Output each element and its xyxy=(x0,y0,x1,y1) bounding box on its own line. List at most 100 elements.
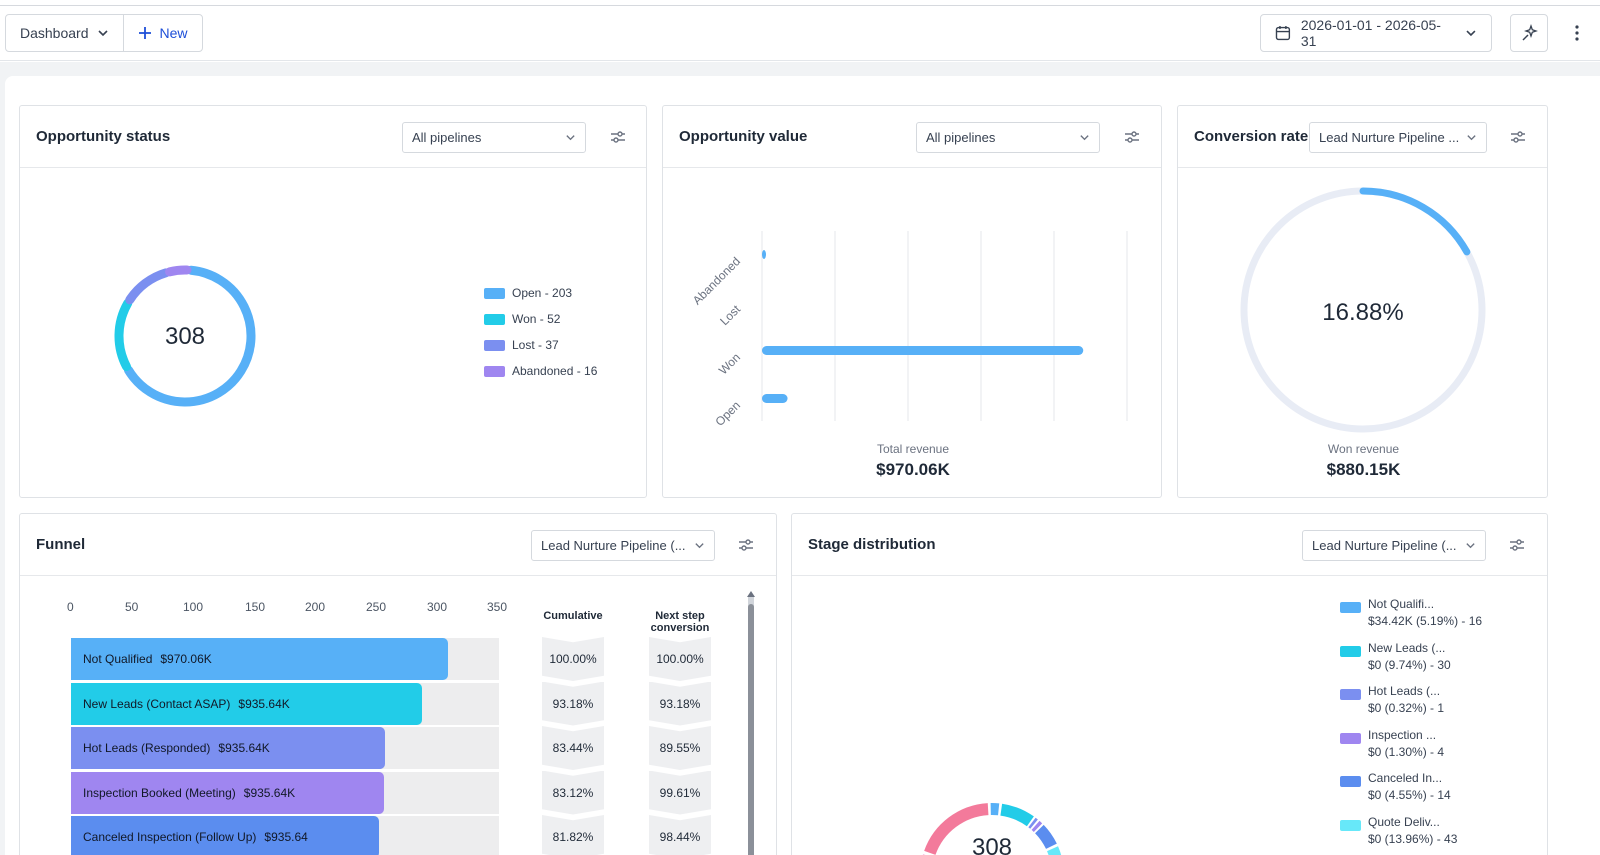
select-value: All pipelines xyxy=(412,130,482,145)
won-revenue-label: Won revenue xyxy=(1327,442,1400,456)
pipeline-select[interactable]: Lead Nurture Pipeline ... xyxy=(1309,122,1487,153)
new-label: New xyxy=(159,25,188,41)
gauge-arc-won xyxy=(1359,187,1471,256)
funnel-stage-value: $935.64K xyxy=(238,696,290,711)
legend-line2: $0 (4.55%) - 14 xyxy=(1368,788,1451,803)
filter-settings-icon[interactable] xyxy=(609,128,627,146)
date-range-picker[interactable]: 2026-01-01 - 2026-05-31 xyxy=(1260,14,1492,52)
donut-segment[interactable] xyxy=(924,803,989,855)
dashboard-dropdown[interactable]: Dashboard xyxy=(6,15,123,51)
legend-text: Inspection ... $0 (1.30%) - 4 xyxy=(1368,727,1444,761)
stage-donut-segments xyxy=(922,803,1062,855)
legend-swatch xyxy=(1340,645,1361,657)
legend-swatch xyxy=(484,313,505,325)
card-title: Funnel xyxy=(36,536,86,553)
conversion-percent: 16.88% xyxy=(1322,299,1403,326)
opportunity-status-card: Opportunity status All pipelines 308 Ope… xyxy=(19,105,647,498)
window-top-border xyxy=(0,5,1600,6)
legend-line1: Canceled In... xyxy=(1368,771,1443,786)
top-toolbar: Dashboard New 2026-01-01 - 2026-05-31 xyxy=(0,6,1600,61)
axis-tick: 150 xyxy=(245,600,266,614)
grid-lines xyxy=(761,231,1128,421)
axis-tick: 250 xyxy=(366,600,387,614)
stage-donut-chart: 308 xyxy=(922,803,1062,855)
chevron-down-icon xyxy=(1080,135,1089,141)
filter-settings-icon[interactable] xyxy=(1123,128,1141,146)
category-label: Won xyxy=(716,350,743,377)
scrollbar-thumb[interactable] xyxy=(748,604,754,855)
axis-tick: 200 xyxy=(305,600,326,614)
bars xyxy=(762,250,1084,403)
filter-settings-icon[interactable] xyxy=(737,536,755,554)
axis-tick: 300 xyxy=(427,600,448,614)
donut-segment-open[interactable] xyxy=(123,265,256,407)
status-total: 308 xyxy=(165,323,205,350)
legend-label: Won - 52 xyxy=(512,312,561,326)
donut-segment-lost[interactable] xyxy=(125,268,171,305)
donut-segment[interactable] xyxy=(1046,846,1062,855)
funnel-bar[interactable]: New Leads (Contact ASAP) $935.64K xyxy=(71,682,422,725)
donut-segment-abandoned[interactable] xyxy=(165,265,192,277)
more-options-button[interactable] xyxy=(1568,20,1586,46)
chevron-down-icon xyxy=(1466,543,1475,549)
next-step-value: 93.18% xyxy=(649,681,711,726)
filter-settings-icon[interactable] xyxy=(1508,536,1526,554)
status-donut-chart: 308 xyxy=(114,265,256,407)
funnel-stage-value: $935.64K xyxy=(243,785,296,800)
card-header: Funnel Lead Nurture Pipeline (... xyxy=(20,514,776,576)
pipeline-select[interactable]: Lead Nurture Pipeline (... xyxy=(531,530,715,561)
legend-text: Hot Leads (... $0 (0.32%) - 1 xyxy=(1368,683,1444,717)
legend-swatch xyxy=(1340,602,1361,613)
category-label: Abandoned xyxy=(690,254,743,307)
new-button[interactable]: New xyxy=(122,15,202,51)
donut-segment[interactable] xyxy=(1000,803,1034,827)
plus-icon xyxy=(138,27,151,39)
funnel-bar[interactable]: Canceled Inspection (Follow Up) $935.64 xyxy=(71,816,380,855)
donut-segment[interactable] xyxy=(1034,824,1057,850)
donut-segment-won[interactable] xyxy=(114,298,133,372)
axis-tick: 350 xyxy=(487,600,508,614)
ai-sparkle-button[interactable] xyxy=(1510,14,1548,52)
funnel-stage-value: $970.06K xyxy=(160,652,212,666)
filter-settings-icon[interactable] xyxy=(1509,128,1527,146)
pipeline-select[interactable]: All pipelines xyxy=(402,122,586,153)
funnel-bar[interactable]: Inspection Booked (Meeting) $935.64K xyxy=(71,771,385,814)
stage-total: 308 xyxy=(972,834,1012,855)
axis-tick: 100 xyxy=(183,600,204,614)
total-revenue-label: Total revenue xyxy=(876,442,950,456)
next-step-value: 89.55% xyxy=(649,726,711,770)
legend-swatch xyxy=(484,339,505,351)
legend-label: Open - 203 xyxy=(512,286,573,300)
dashboard-canvas: Opportunity status All pipelines 308 Ope… xyxy=(0,62,1600,855)
bar-abandoned[interactable] xyxy=(762,250,766,259)
funnel-stage-name: Inspection Booked (Meeting) xyxy=(83,785,236,800)
chevron-down-icon xyxy=(1466,30,1476,37)
axis-tick: 50 xyxy=(125,600,139,614)
legend-swatch xyxy=(1340,820,1361,831)
next-step-header-line2: conversion xyxy=(650,622,710,634)
funnel-bar[interactable]: Hot Leads (Responded) $935.64K xyxy=(71,727,386,769)
bar-open[interactable] xyxy=(762,394,788,403)
sparkle-icon xyxy=(1522,24,1538,41)
donut-segment[interactable] xyxy=(1031,820,1043,832)
total-revenue-value: $970.06K xyxy=(876,460,950,479)
donut-segment[interactable] xyxy=(1028,817,1038,829)
scroll-up-icon[interactable] xyxy=(746,590,756,598)
legend-abandoned: Abandoned - 16 xyxy=(484,364,597,378)
chevron-down-icon xyxy=(695,543,704,549)
next-step-value: 98.44% xyxy=(649,815,711,855)
funnel-bar[interactable]: Not Qualified $970.06K xyxy=(71,638,448,680)
funnel-stage-name: Hot Leads (Responded) xyxy=(83,741,211,755)
opportunity-value-card: Opportunity value All pipelines Abandone… xyxy=(662,105,1162,498)
legend-line2: $0 (0.32%) - 1 xyxy=(1368,701,1445,716)
bar-won[interactable] xyxy=(762,346,1084,355)
select-value: Lead Nurture Pipeline (... xyxy=(1312,538,1457,553)
pipeline-select[interactable]: Lead Nurture Pipeline (... xyxy=(1302,530,1486,561)
pipeline-select[interactable]: All pipelines xyxy=(916,122,1100,153)
axis-tick: 0 xyxy=(67,600,74,614)
status-donut-segments xyxy=(114,265,256,407)
chevron-down-icon xyxy=(1467,135,1476,141)
card-header: Stage distribution Lead Nurture Pipeline… xyxy=(792,514,1547,576)
funnel-stage-name: New Leads (Contact ASAP) xyxy=(83,696,231,711)
